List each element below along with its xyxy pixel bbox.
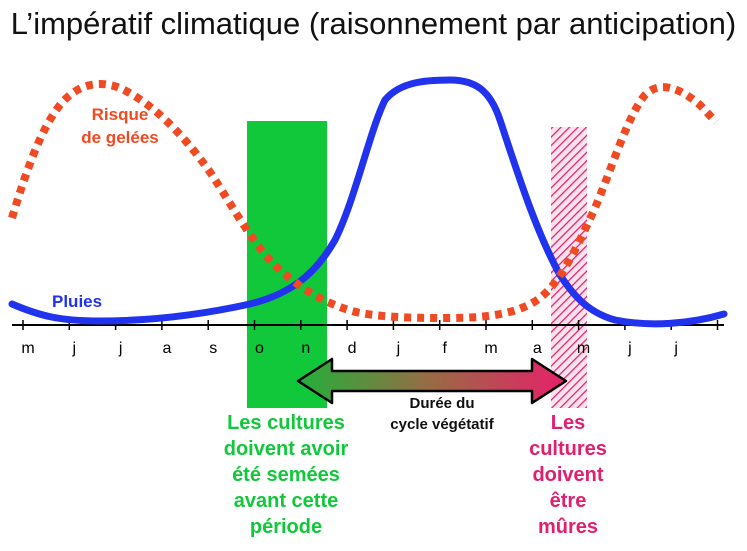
frost-risk-label: Risque de gelées [62,103,178,149]
duration-label-line-1: Durée du [409,395,475,412]
month-label: j [396,340,401,357]
month-label: m [484,340,497,357]
month-label: j [627,340,632,357]
sowing-note-line: été semées [232,464,340,486]
frost-risk-label-line-2: de gelées [81,128,159,147]
month-label: n [301,340,310,357]
maturity-note: Les cultures doivent être mûres [508,410,628,540]
frost-risk-label-line-1: Risque [91,105,149,124]
rain-label: Pluies [52,292,103,311]
month-label: f [442,340,447,357]
maturity-note-line: cultures [529,438,607,460]
maturity-note-line: Les [550,412,586,434]
sowing-note: Les cultures doivent avoir été semées av… [196,410,376,540]
rain-curve [8,76,728,328]
month-label: j [673,340,678,357]
maturity-note-line: mûres [537,516,599,538]
sowing-note-line: doivent avoir [223,438,349,460]
maturity-note-line: doivent [532,464,604,486]
month-label: m [21,340,34,357]
page-title: L’impératif climatique (raisonnement par… [10,6,737,41]
duration-arrow [296,357,568,405]
sowing-note-line: avant cette [233,490,339,512]
month-label: s [209,340,217,357]
month-label: a [162,340,171,357]
maturity-note-line: être [549,490,587,512]
duration-label: Durée du cycle végétatif [362,393,522,435]
month-label: j [118,340,123,357]
month-label: o [255,340,264,357]
month-label: m [577,340,590,357]
month-label: j [72,340,77,357]
frost-risk-curve [8,79,719,323]
month-label: d [348,340,357,357]
duration-label-line-2: cycle végétatif [390,416,494,433]
month-label: a [533,340,542,357]
sowing-note-line: période [249,516,323,538]
sowing-note-line: Les cultures [227,412,345,434]
